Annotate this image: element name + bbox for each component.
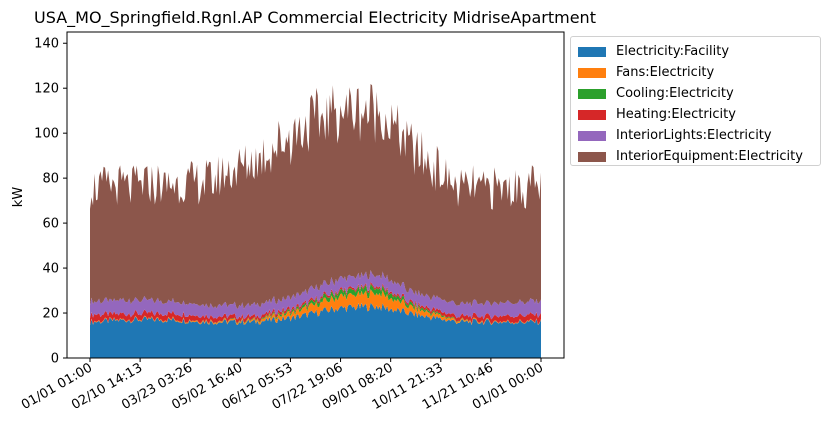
- legend-label: InteriorEquipment:Electricity: [616, 149, 803, 164]
- series-area-1: [90, 289, 541, 326]
- y-tick-label: 100: [34, 127, 59, 142]
- y-tick-label: 20: [42, 307, 59, 322]
- chart-title: USA_MO_Springfield.Rgnl.AP Commercial El…: [34, 8, 596, 28]
- legend-item: Fans:Electricity: [578, 62, 820, 83]
- legend-item: InteriorLights:Electricity: [578, 125, 820, 146]
- legend-swatch-heating: [578, 109, 606, 120]
- legend-item: Electricity:Facility: [578, 41, 820, 62]
- legend-swatch-cooling: [578, 88, 606, 99]
- y-tick-label: 0: [51, 352, 59, 367]
- plot-frame: [66, 31, 565, 359]
- y-axis-label: kW: [11, 187, 26, 208]
- series-area-0: [90, 302, 541, 358]
- y-tick-label: 60: [42, 217, 59, 232]
- legend-label: InteriorLights:Electricity: [616, 128, 772, 143]
- legend-swatch-fans: [578, 67, 606, 78]
- legend-item: InteriorEquipment:Electricity: [578, 146, 820, 167]
- series-area-5: [90, 83, 541, 309]
- y-tick-label: 40: [42, 262, 59, 277]
- y-tick-label: 140: [34, 37, 59, 52]
- legend-label: Electricity:Facility: [616, 44, 730, 59]
- series-area-3: [90, 282, 541, 325]
- legend-item: Cooling:Electricity: [578, 83, 820, 104]
- legend-item: Heating:Electricity: [578, 104, 820, 125]
- y-axis: 0 20 40 60 80 100 120 140: [34, 37, 67, 367]
- legend-swatch-equipment: [578, 151, 606, 162]
- legend-label: Fans:Electricity: [616, 65, 715, 80]
- legend-swatch-lights: [578, 130, 606, 141]
- legend: Electricity:Facility Fans:Electricity Co…: [570, 36, 821, 166]
- series-layer: [90, 83, 541, 358]
- legend-swatch-facility: [578, 46, 606, 57]
- series-area-4: [90, 270, 541, 320]
- legend-label: Cooling:Electricity: [616, 86, 734, 101]
- y-tick-label: 80: [42, 172, 59, 187]
- y-tick-label: 120: [34, 82, 59, 97]
- legend-label: Heating:Electricity: [616, 107, 736, 122]
